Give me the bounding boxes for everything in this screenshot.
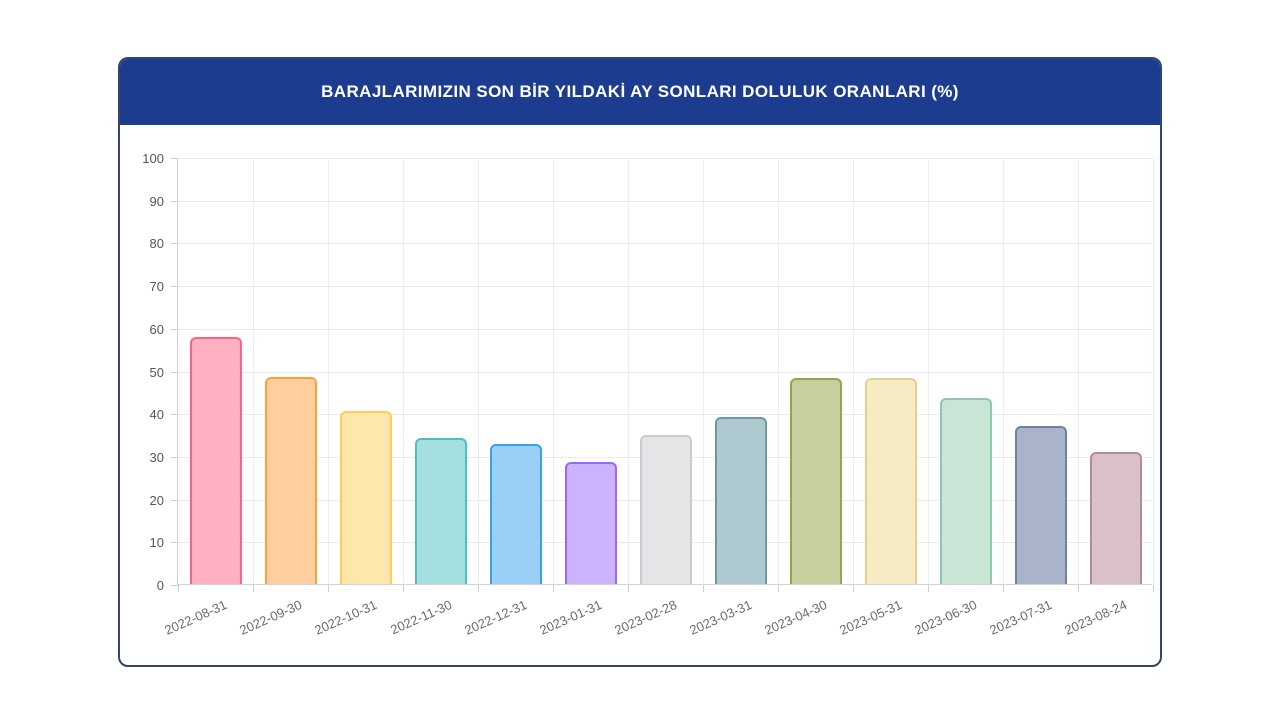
- gridline-horizontal: [178, 371, 1152, 373]
- y-tick-label: 60: [149, 321, 164, 337]
- gridline-horizontal: [178, 328, 1152, 330]
- x-tick-mark: [1078, 585, 1079, 592]
- y-tick-label: 80: [149, 236, 164, 252]
- gridline-vertical: [628, 158, 629, 584]
- x-tick-mark: [853, 585, 854, 592]
- gridline-vertical: [1078, 158, 1079, 584]
- y-tick-mark: [171, 200, 178, 202]
- y-tick-mark: [171, 328, 178, 330]
- gridline-vertical: [328, 158, 329, 584]
- bar-2023-06-30[interactable]: [939, 398, 992, 584]
- bar-2023-03-31[interactable]: [714, 417, 767, 584]
- gridline-vertical: [253, 158, 254, 584]
- bar-2022-09-30[interactable]: [264, 376, 317, 584]
- gridline-horizontal: [178, 158, 1152, 159]
- x-tick-mark: [328, 585, 329, 592]
- x-tick-mark: [1003, 585, 1004, 592]
- gridline-vertical: [478, 158, 479, 584]
- chart-card: BARAJLARIMIZIN SON BİR YILDAKİ AY SONLAR…: [118, 57, 1162, 667]
- bar-2023-07-31[interactable]: [1014, 426, 1067, 584]
- y-tick-label: 100: [142, 151, 164, 166]
- chart-title: BARAJLARIMIZIN SON BİR YILDAKİ AY SONLAR…: [321, 82, 959, 101]
- bar-2023-02-28[interactable]: [639, 434, 692, 584]
- bar-2023-04-30[interactable]: [789, 378, 842, 584]
- y-tick-label: 20: [149, 492, 164, 508]
- gridline-vertical: [1153, 158, 1154, 584]
- x-tick-mark: [403, 585, 404, 592]
- gridline-vertical: [853, 158, 854, 584]
- gridline-vertical: [928, 158, 929, 584]
- y-tick-label: 50: [149, 364, 164, 380]
- bar-2023-05-31[interactable]: [864, 378, 917, 584]
- y-tick-mark: [171, 585, 178, 586]
- gridline-vertical: [778, 158, 779, 584]
- x-tick-mark: [1153, 585, 1154, 592]
- y-tick-label: 40: [149, 407, 164, 423]
- y-tick-mark: [171, 286, 178, 288]
- gridline-horizontal: [178, 200, 1152, 202]
- y-tick-label: 90: [149, 193, 164, 209]
- y-tick-mark: [171, 371, 178, 373]
- y-tick-mark: [171, 158, 178, 159]
- x-tick-mark: [553, 585, 554, 592]
- x-tick-mark: [703, 585, 704, 592]
- chart-area: 0 10 20 30 40 50 60 70 80 90 100 2022-08-31 2022-09…: [120, 125, 1160, 665]
- y-tick-label: 10: [149, 535, 164, 551]
- bar-2022-11-30[interactable]: [414, 437, 467, 584]
- x-tick-mark: [253, 585, 254, 592]
- y-tick-mark: [171, 243, 178, 245]
- x-tick-mark: [778, 585, 779, 592]
- y-tick-mark: [171, 542, 178, 544]
- chart-header: BARAJLARIMIZIN SON BİR YILDAKİ AY SONLAR…: [120, 59, 1160, 125]
- bar-2022-12-31[interactable]: [489, 443, 542, 584]
- gridline-vertical: [1003, 158, 1004, 584]
- y-tick-label: 30: [149, 449, 164, 465]
- plot-area: [171, 158, 1154, 592]
- bar-2022-10-31[interactable]: [339, 411, 392, 584]
- gridline-horizontal: [178, 414, 1152, 416]
- bar-2023-01-31[interactable]: [564, 461, 617, 584]
- y-tick-label: 0: [156, 578, 164, 593]
- bar-2022-08-31[interactable]: [189, 336, 242, 584]
- y-tick-mark: [171, 499, 178, 501]
- gridline-vertical: [703, 158, 704, 584]
- gridline-horizontal: [178, 286, 1152, 288]
- x-tick-mark: [478, 585, 479, 592]
- x-tick-mark: [178, 585, 179, 592]
- x-tick-mark: [928, 585, 929, 592]
- y-tick-label: 70: [149, 279, 164, 295]
- y-tick-mark: [171, 414, 178, 416]
- gridline-horizontal: [178, 243, 1152, 245]
- x-tick-mark: [628, 585, 629, 592]
- y-tick-mark: [171, 456, 178, 458]
- bar-2023-08-24[interactable]: [1089, 451, 1142, 584]
- gridline-vertical: [403, 158, 404, 584]
- gridline-vertical: [553, 158, 554, 584]
